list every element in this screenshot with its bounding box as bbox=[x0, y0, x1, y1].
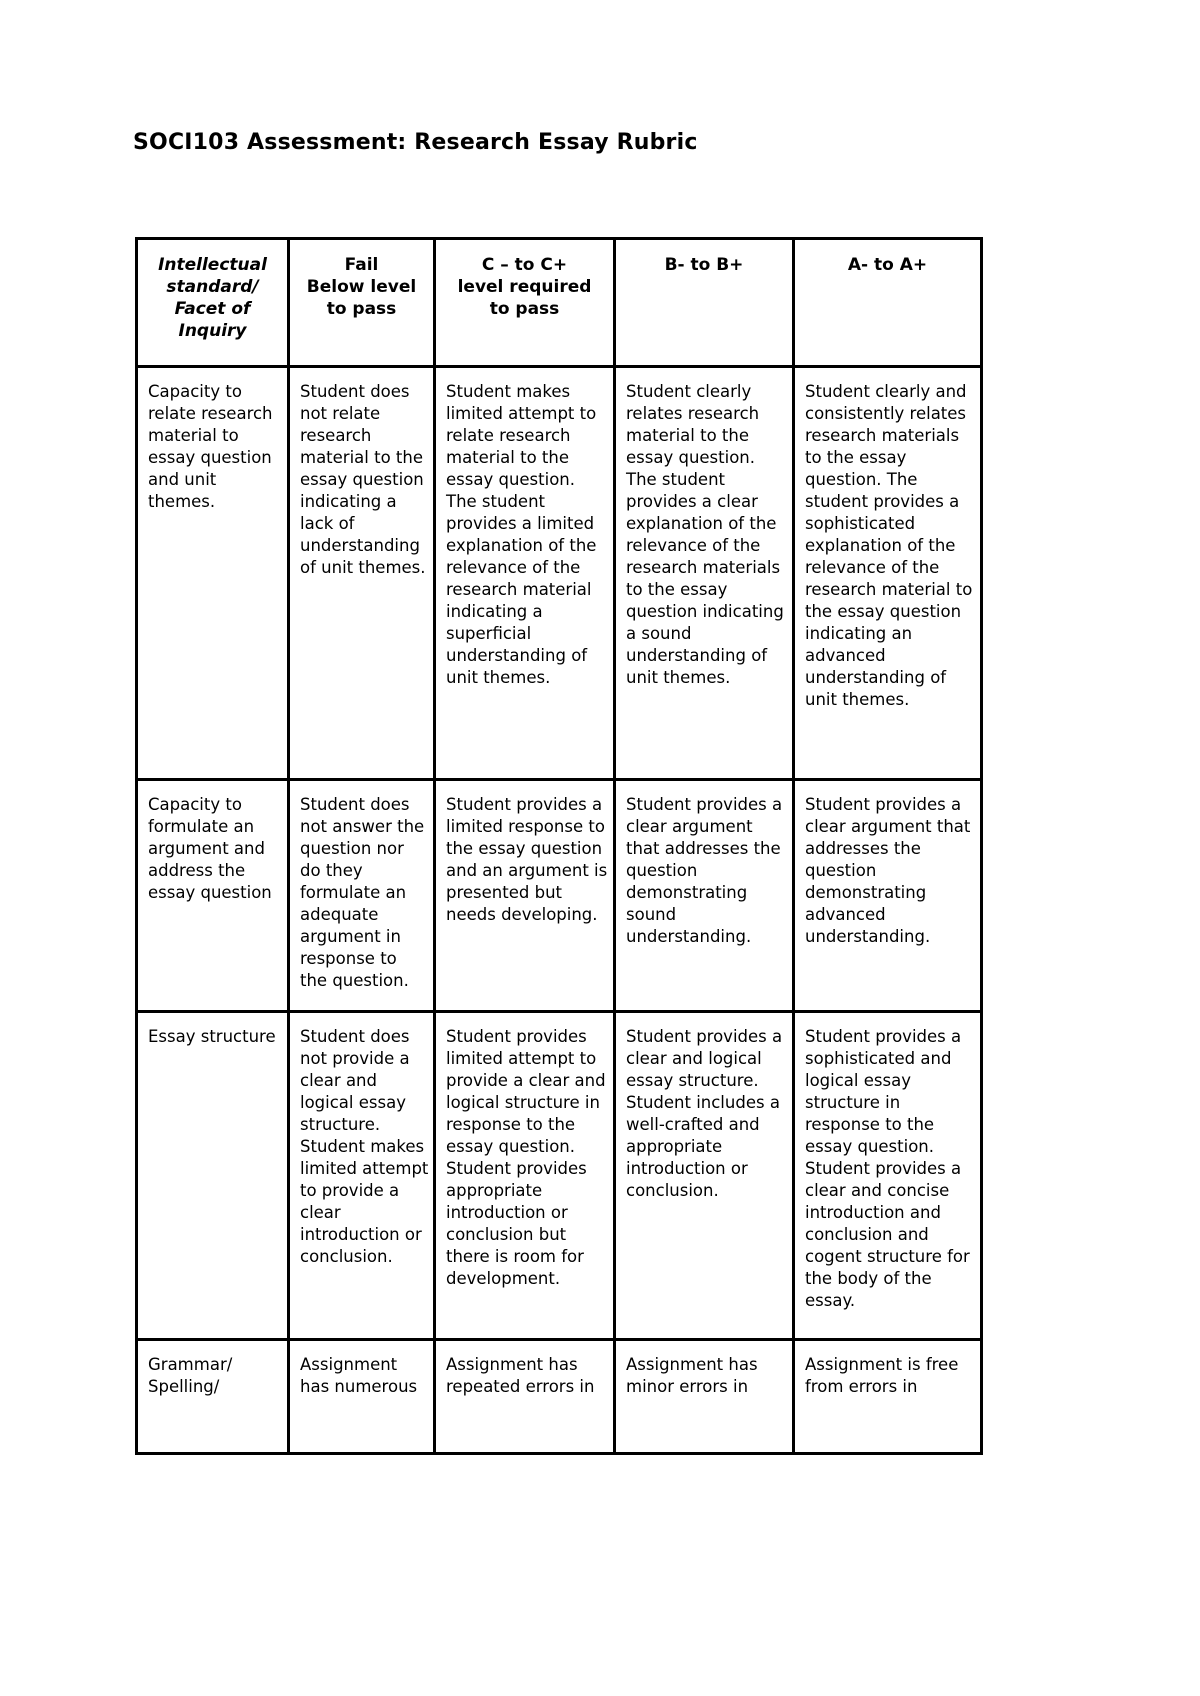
cell-a-range: Student provides a sophisticated and log… bbox=[792, 1010, 983, 1341]
header-c-range: C – to C+ level required to pass bbox=[433, 237, 616, 368]
cell-c-range: Student makes limited attempt to relate … bbox=[433, 365, 616, 781]
header-a-range: A- to A+ bbox=[792, 237, 983, 368]
rubric-row-relate-research: Capacity to relate research material to … bbox=[135, 365, 983, 781]
cell-fail: Student does not relate research materia… bbox=[287, 365, 436, 781]
rubric-row-argument: Capacity to formulate an argument and ad… bbox=[135, 778, 983, 1013]
cell-criterion: Capacity to formulate an argument and ad… bbox=[135, 778, 290, 1013]
rubric-table: Intellectual standard/ Facet of Inquiry … bbox=[135, 237, 983, 1455]
cell-fail-text: Assignment has numerous bbox=[300, 1355, 418, 1396]
cell-fail: Assignment has numerous bbox=[287, 1338, 436, 1455]
cell-a-range: Assignment is free from errors in bbox=[792, 1338, 983, 1455]
rubric-row-grammar-spelling: Grammar/ Spelling/ Assignment has numero… bbox=[135, 1338, 983, 1455]
cell-a-range: Student clearly and consistently relates… bbox=[792, 365, 983, 781]
header-b-range: B- to B+ bbox=[613, 237, 795, 368]
cell-c-range: Student provides a limited response to t… bbox=[433, 778, 616, 1013]
cell-a-range-text: Assignment is free from errors in bbox=[805, 1355, 959, 1396]
cell-c-range: Assignment has repeated errors in bbox=[433, 1338, 616, 1455]
page-title: SOCI103 Assessment: Research Essay Rubri… bbox=[133, 130, 698, 155]
cell-fail: Student does not provide a clear and log… bbox=[287, 1010, 436, 1341]
cell-b-range: Student provides a clear and logical ess… bbox=[613, 1010, 795, 1341]
cell-c-range: Student provides limited attempt to prov… bbox=[433, 1010, 616, 1341]
rubric-header-row: Intellectual standard/ Facet of Inquiry … bbox=[135, 237, 983, 368]
rubric-row-essay-structure: Essay structure Student does not provide… bbox=[135, 1010, 983, 1341]
cell-criterion: Grammar/ Spelling/ bbox=[135, 1338, 290, 1455]
cell-criterion: Essay structure bbox=[135, 1010, 290, 1341]
header-fail: Fail Below level to pass bbox=[287, 237, 436, 368]
cell-b-range: Student provides a clear argument that a… bbox=[613, 778, 795, 1013]
cell-c-range-text: Assignment has repeated errors in bbox=[446, 1355, 595, 1396]
header-intellectual-standard: Intellectual standard/ Facet of Inquiry bbox=[135, 237, 290, 368]
cell-b-range: Student clearly relates research materia… bbox=[613, 365, 795, 781]
cell-a-range: Student provides a clear argument that a… bbox=[792, 778, 983, 1013]
cell-criterion: Capacity to relate research material to … bbox=[135, 365, 290, 781]
cell-b-range-text: Assignment has minor errors in bbox=[626, 1355, 758, 1396]
cell-criterion-text: Grammar/ Spelling/ bbox=[148, 1355, 233, 1396]
cell-fail: Student does not answer the question nor… bbox=[287, 778, 436, 1013]
cell-b-range: Assignment has minor errors in bbox=[613, 1338, 795, 1455]
